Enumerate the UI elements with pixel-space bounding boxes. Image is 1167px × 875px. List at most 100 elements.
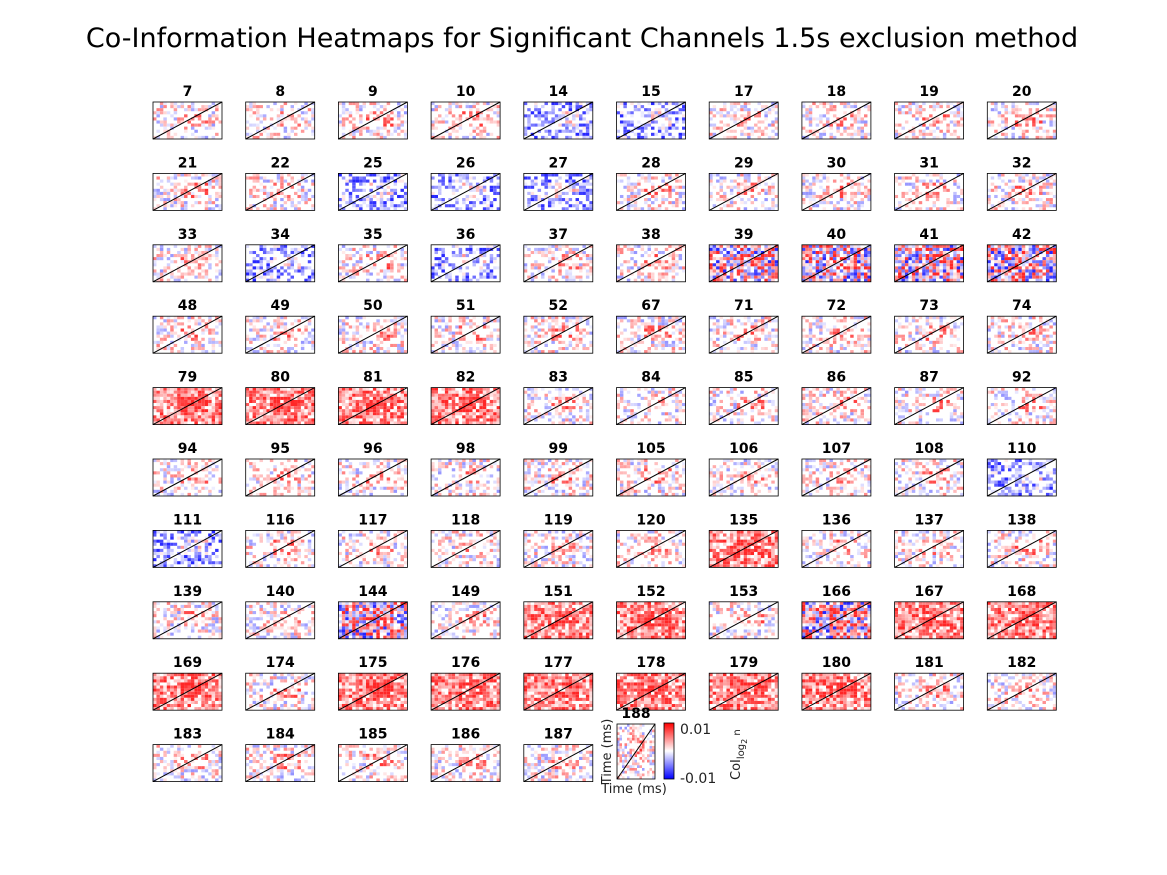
heatmap-cell xyxy=(184,207,188,211)
heatmap-cell xyxy=(850,114,854,118)
heatmap-cell xyxy=(469,108,473,112)
heatmap-cell xyxy=(451,191,456,195)
heatmap-cell xyxy=(987,254,991,258)
heatmap-cell xyxy=(1011,108,1015,112)
heatmap-cell xyxy=(283,129,288,133)
heatmap-cell xyxy=(280,250,284,255)
heatmap-cell xyxy=(1014,269,1019,273)
heatmap-cell xyxy=(369,257,373,261)
heatmap-cell xyxy=(290,347,294,351)
heatmap-panel: 17 xyxy=(708,84,779,140)
heatmap-cell xyxy=(850,278,854,282)
heatmap-cell xyxy=(252,316,257,320)
heatmap-cell xyxy=(338,102,342,106)
heatmap-cell xyxy=(211,102,216,106)
heatmap-cell xyxy=(901,260,905,264)
heatmap-cell xyxy=(397,194,401,199)
heatmap-cell xyxy=(664,198,669,202)
heatmap-cell xyxy=(822,325,827,329)
heatmap-cell xyxy=(215,257,219,261)
heatmap-cell xyxy=(204,105,209,109)
heatmap-cell xyxy=(582,126,586,130)
heatmap-cell xyxy=(936,272,940,276)
heatmap-cell xyxy=(771,201,775,205)
heatmap-cell xyxy=(953,194,957,199)
heatmap-cell xyxy=(729,278,734,282)
panel-title: 35 xyxy=(363,227,382,243)
heatmap-cell xyxy=(867,263,871,267)
heatmap-cell xyxy=(444,343,449,347)
heatmap-cell xyxy=(280,123,284,127)
heatmap-cell xyxy=(280,204,284,208)
heatmap-cell xyxy=(946,126,950,130)
heatmap-cell xyxy=(805,108,809,112)
heatmap-cell xyxy=(530,198,535,202)
heatmap-cell xyxy=(1035,260,1040,264)
heatmap-cell xyxy=(348,343,353,347)
heatmap-cell xyxy=(311,194,315,199)
heatmap-cell xyxy=(249,322,253,326)
heatmap-cell xyxy=(311,108,315,112)
heatmap-cell xyxy=(712,185,717,189)
heatmap-cell xyxy=(558,269,562,273)
heatmap-cell xyxy=(644,188,648,192)
heatmap-cell xyxy=(558,123,562,127)
heatmap-cell xyxy=(280,350,284,354)
panel-title: 27 xyxy=(549,155,568,171)
heatmap-cell xyxy=(589,254,593,258)
heatmap-cell xyxy=(537,350,542,354)
heatmap-cell xyxy=(743,114,748,118)
heatmap-cell xyxy=(252,278,257,282)
heatmap-cell xyxy=(661,105,665,109)
heatmap-cell xyxy=(215,278,219,282)
heatmap-cell xyxy=(1018,185,1022,189)
heatmap-cell xyxy=(156,108,160,112)
heatmap-cell xyxy=(541,173,545,177)
heatmap-cell xyxy=(939,269,943,273)
heatmap-cell xyxy=(341,111,346,115)
heatmap-cell xyxy=(379,340,384,344)
heatmap-cell xyxy=(458,266,463,270)
heatmap-cell xyxy=(341,191,346,195)
heatmap-cell xyxy=(262,325,267,329)
heatmap-cell xyxy=(736,250,741,255)
heatmap-cell xyxy=(764,325,768,329)
heatmap-cell xyxy=(575,316,579,320)
heatmap-cell xyxy=(547,328,552,332)
heatmap-cell xyxy=(908,198,912,202)
heatmap-cell xyxy=(922,272,926,276)
heatmap-cell xyxy=(187,182,191,186)
heatmap-cell xyxy=(190,123,195,127)
heatmap-cell xyxy=(541,275,545,279)
diagonal-line xyxy=(708,315,779,354)
heatmap-cell xyxy=(579,257,583,261)
heatmap-cell xyxy=(729,188,734,192)
heatmap-cell xyxy=(369,111,373,115)
heatmap-cell xyxy=(585,102,590,106)
heatmap-cell xyxy=(860,328,864,332)
heatmap-cell xyxy=(338,247,342,251)
heatmap-cell xyxy=(585,207,590,211)
heatmap-cell xyxy=(565,263,569,267)
heatmap-cell xyxy=(908,269,912,273)
heatmap-cell xyxy=(403,194,408,199)
heatmap-cell xyxy=(997,176,1002,180)
heatmap-cell xyxy=(1049,257,1053,261)
heatmap-cell xyxy=(1021,257,1026,261)
heatmap-cell xyxy=(1049,173,1053,177)
heatmap-cell xyxy=(311,111,315,115)
heatmap-cell xyxy=(949,111,954,115)
heatmap-cell xyxy=(300,188,305,192)
heatmap-cell xyxy=(204,173,209,177)
heatmap-cell xyxy=(754,182,758,186)
heatmap-cell xyxy=(355,316,360,320)
heatmap-cell xyxy=(1032,263,1036,267)
heatmap-cell xyxy=(750,260,755,264)
heatmap-cell xyxy=(898,176,902,180)
panel-title: 29 xyxy=(734,155,753,171)
heatmap-cell xyxy=(675,111,679,115)
heatmap-cell xyxy=(1014,244,1019,248)
heatmap-cell xyxy=(719,250,723,255)
heatmap-cell xyxy=(661,322,665,326)
heatmap-cell xyxy=(307,254,312,258)
